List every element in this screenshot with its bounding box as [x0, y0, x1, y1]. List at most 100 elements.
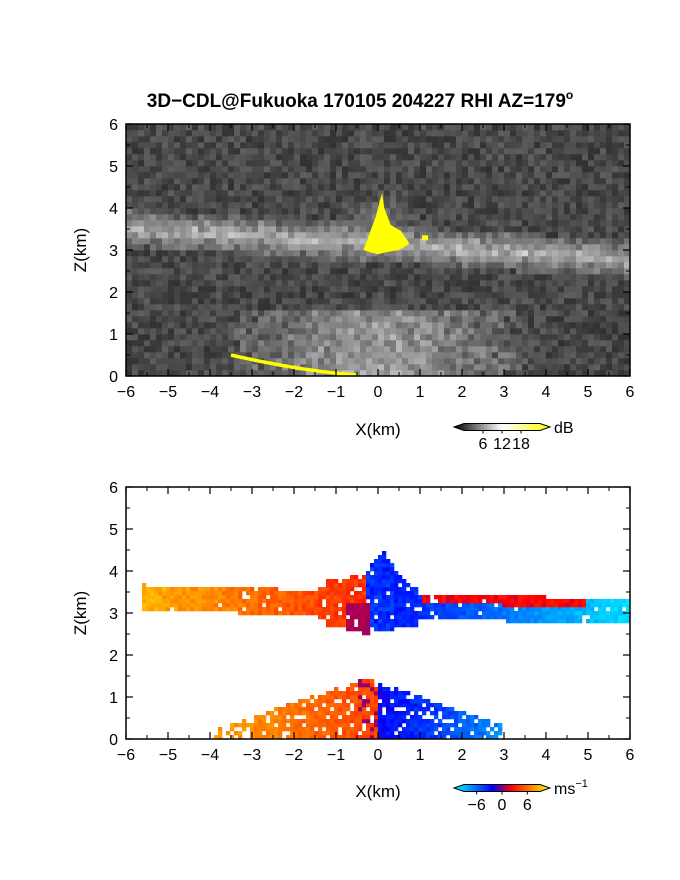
reflectivity-cell [168, 154, 175, 161]
reflectivity-cell [606, 142, 613, 149]
velocity-cell [258, 611, 263, 616]
reflectivity-cell [402, 232, 409, 239]
velocity-cell [362, 587, 367, 592]
velocity-cell [230, 603, 235, 608]
reflectivity-cell [132, 208, 139, 215]
reflectivity-cell [132, 358, 139, 365]
reflectivity-cell [246, 244, 253, 251]
reflectivity-cell [552, 280, 559, 287]
reflectivity-cell [216, 346, 223, 353]
reflectivity-cell [402, 160, 409, 167]
reflectivity-cell [270, 304, 277, 311]
velocity-cell [282, 603, 287, 608]
reflectivity-cell [138, 286, 145, 293]
reflectivity-cell [348, 244, 355, 251]
reflectivity-cell [288, 340, 295, 347]
reflectivity-cell [516, 310, 523, 317]
velocity-cell [314, 595, 319, 600]
reflectivity-cell [426, 178, 433, 185]
reflectivity-cell [198, 286, 205, 293]
reflectivity-cell [498, 310, 505, 317]
velocity-cell [398, 723, 403, 728]
reflectivity-cell [228, 286, 235, 293]
reflectivity-cell [282, 214, 289, 221]
velocity-cell [362, 679, 367, 684]
reflectivity-cell [528, 292, 535, 299]
reflectivity-cell [180, 370, 187, 377]
reflectivity-cell [360, 184, 367, 191]
reflectivity-cell [216, 166, 223, 173]
reflectivity-cell [354, 148, 361, 155]
reflectivity-cell [462, 274, 469, 281]
reflectivity-cell [138, 346, 145, 353]
reflectivity-cell [570, 142, 577, 149]
velocity-cell [458, 595, 463, 600]
reflectivity-cell [528, 244, 535, 251]
velocity-cell [458, 731, 463, 736]
reflectivity-cell [348, 130, 355, 137]
velocity-cell [406, 691, 411, 696]
reflectivity-cell [588, 136, 595, 143]
reflectivity-cell [300, 208, 307, 215]
velocity-cell [614, 607, 619, 612]
velocity-cell [350, 587, 355, 592]
reflectivity-cell [462, 184, 469, 191]
reflectivity-cell [390, 178, 397, 185]
reflectivity-cell [270, 142, 277, 149]
reflectivity-cell [624, 196, 631, 203]
reflectivity-cell [156, 334, 163, 341]
reflectivity-cell [606, 346, 613, 353]
reflectivity-cell [372, 370, 379, 377]
reflectivity-cell [540, 130, 547, 137]
reflectivity-cell [450, 316, 457, 323]
reflectivity-cell [588, 316, 595, 323]
reflectivity-cell [378, 340, 385, 347]
reflectivity-cell [366, 262, 373, 269]
reflectivity-cell [426, 196, 433, 203]
reflectivity-cell [504, 328, 511, 335]
reflectivity-cell [402, 304, 409, 311]
velocity-cell [438, 731, 443, 736]
reflectivity-cell [168, 238, 175, 245]
velocity-cell [422, 731, 427, 736]
reflectivity-cell [234, 364, 241, 371]
reflectivity-cell [624, 292, 631, 299]
velocity-cell [490, 615, 495, 620]
velocity-cell [578, 619, 583, 624]
reflectivity-cell [330, 286, 337, 293]
velocity-cell [382, 731, 387, 736]
reflectivity-cell [258, 268, 265, 275]
reflectivity-cell [342, 232, 349, 239]
velocity-cell [522, 599, 527, 604]
reflectivity-cell [600, 280, 607, 287]
reflectivity-cell [264, 208, 271, 215]
reflectivity-cell [540, 364, 547, 371]
reflectivity-cell [552, 208, 559, 215]
velocity-cell [450, 599, 455, 604]
reflectivity-cell [456, 244, 463, 251]
reflectivity-cell [252, 226, 259, 233]
reflectivity-cell [186, 274, 193, 281]
reflectivity-cell [582, 136, 589, 143]
reflectivity-cell [480, 340, 487, 347]
velocity-cell [370, 731, 375, 736]
reflectivity-cell [132, 268, 139, 275]
velocity-cell [194, 607, 199, 612]
velocity-cell [466, 611, 471, 616]
reflectivity-cell [588, 124, 595, 131]
velocity-cell [198, 595, 203, 600]
reflectivity-cell [522, 268, 529, 275]
velocity-cell [206, 595, 211, 600]
reflectivity-cell [576, 214, 583, 221]
reflectivity-cell [474, 220, 481, 227]
reflectivity-cell [306, 274, 313, 281]
velocity-cell [254, 735, 259, 740]
reflectivity-cell [582, 124, 589, 131]
velocity-cell [358, 711, 363, 716]
velocity-cell [386, 687, 391, 692]
reflectivity-cell [126, 124, 133, 131]
velocity-cell [398, 603, 403, 608]
reflectivity-cell [174, 328, 181, 335]
velocity-cell [278, 591, 283, 596]
